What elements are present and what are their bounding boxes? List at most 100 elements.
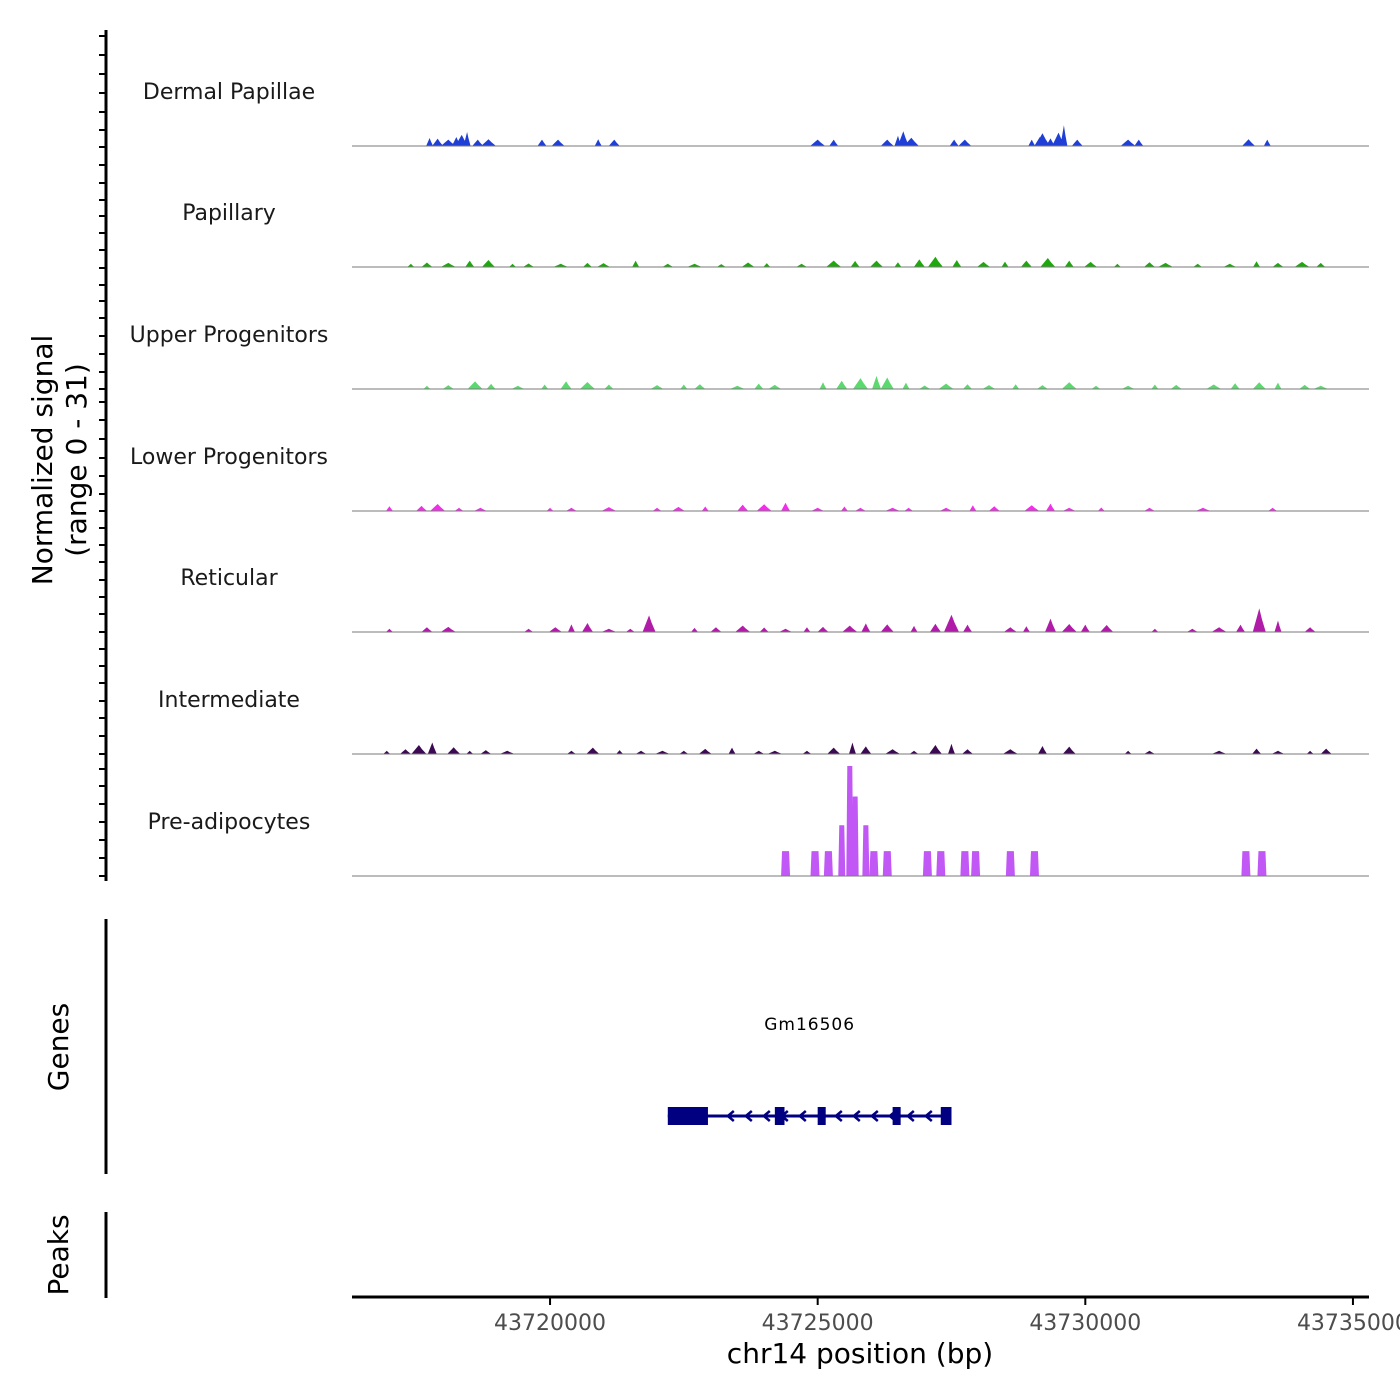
signal-peak — [465, 260, 475, 267]
track-label: Pre-adipocytes — [148, 810, 311, 835]
signal-peak — [698, 748, 712, 754]
signal-peak — [1313, 385, 1329, 389]
signal-peak — [447, 747, 461, 754]
signal-peak — [862, 825, 870, 876]
signal-peak — [553, 263, 569, 267]
signal-peak — [473, 507, 487, 511]
signal-peak — [1158, 262, 1174, 267]
signal-peak — [1241, 851, 1251, 876]
signal-peak — [1242, 139, 1256, 146]
signal-peak — [781, 851, 791, 876]
signal-peak — [904, 507, 914, 511]
signal-peak — [880, 377, 894, 389]
signal-peak — [811, 507, 825, 511]
signal-peak — [1020, 260, 1032, 267]
genes-track: Gm16506 — [667, 1015, 952, 1125]
signal-peak — [1170, 384, 1182, 389]
gene-exon — [774, 1107, 785, 1125]
track-label: Dermal Papillae — [143, 80, 315, 105]
signal-peak — [850, 260, 860, 267]
signal-peak — [1134, 139, 1144, 146]
gene-strand-arrow — [725, 1110, 735, 1122]
signal-peak — [1211, 750, 1227, 754]
signal-axis-title-line2: (range 0 - 31) — [60, 363, 93, 557]
signal-peak — [802, 750, 812, 754]
signal-peak — [768, 384, 782, 389]
signal-peak — [625, 628, 635, 632]
signal-peak — [1022, 626, 1030, 632]
signal-peak — [440, 626, 456, 632]
gene-strand-arrow — [797, 1110, 807, 1122]
signal-peak — [1024, 505, 1040, 511]
signal-peak — [466, 750, 474, 754]
signal-peak — [741, 262, 755, 267]
signal-peak — [1002, 749, 1018, 754]
signal-peak — [838, 825, 846, 876]
signal-peak — [1151, 628, 1159, 632]
signal-peak — [1061, 382, 1077, 389]
signal-peak — [691, 627, 699, 632]
signal-peak — [894, 262, 902, 267]
signal-peak — [1121, 385, 1135, 389]
signal-peak — [1320, 748, 1332, 754]
track-label: Intermediate — [158, 688, 300, 713]
signal-peak — [1306, 750, 1314, 754]
signal-peak — [737, 504, 749, 511]
gene-strand-arrow — [923, 1110, 933, 1122]
signal-peak — [650, 385, 664, 389]
signal-peak — [710, 627, 722, 632]
signal-peak — [982, 385, 996, 389]
gene-strand-arrow — [833, 1110, 843, 1122]
signal-peak — [817, 626, 829, 632]
signal-peak — [1211, 627, 1227, 632]
track-label: Papillary — [182, 201, 276, 226]
signal-peak — [430, 503, 446, 511]
signal-peak — [586, 747, 600, 754]
signal-peak — [1274, 620, 1282, 632]
track-label: Reticular — [180, 566, 278, 591]
signal-peak — [1001, 261, 1009, 267]
signal-peak — [687, 263, 703, 267]
signal-peak — [523, 263, 535, 267]
signal-peak — [383, 750, 391, 754]
signal-peak — [423, 385, 431, 389]
signal-peak — [580, 381, 596, 389]
signal-peak — [1186, 628, 1198, 632]
signal-peak — [827, 747, 841, 754]
signal-peak — [432, 138, 444, 146]
signal-peak — [826, 260, 842, 267]
signal-peak — [880, 139, 894, 146]
signal-peak — [754, 383, 764, 389]
signal-tracks: Dermal Papillae Papillary Upper Progenitor… — [130, 80, 1369, 877]
signal-peak — [537, 139, 547, 146]
track-reticular: Reticular — [180, 566, 1369, 633]
signal-peak — [729, 385, 745, 389]
signal-peak — [897, 131, 909, 146]
signal-peak — [632, 260, 640, 267]
gene-exon — [817, 1107, 826, 1125]
signal-peak — [1084, 261, 1098, 267]
signal-peak — [870, 260, 884, 267]
signal-peak — [851, 796, 859, 876]
signal-peak — [913, 259, 925, 267]
signal-peak — [601, 628, 617, 632]
signal-peak — [885, 507, 901, 511]
signal-peak — [1299, 384, 1311, 389]
signal-peak — [1272, 262, 1284, 267]
signal-peak — [848, 742, 856, 754]
signal-peak — [1252, 748, 1262, 754]
signal-peak — [963, 384, 973, 389]
signal-peak — [411, 745, 427, 754]
signal-peak — [442, 385, 454, 389]
signal-peak — [860, 746, 872, 754]
signal-peak — [499, 750, 515, 754]
gene-strand-arrow — [905, 1110, 915, 1122]
signal-peak — [1071, 139, 1083, 146]
signal-peak — [1144, 262, 1156, 267]
signal-peak — [679, 750, 689, 754]
signal-peak — [385, 628, 393, 632]
signal-peak — [567, 624, 575, 632]
signal-peak — [810, 139, 826, 146]
signal-peak — [1046, 138, 1056, 146]
signal-axis-title: Normalized signal (range 0 - 31) — [26, 335, 93, 586]
